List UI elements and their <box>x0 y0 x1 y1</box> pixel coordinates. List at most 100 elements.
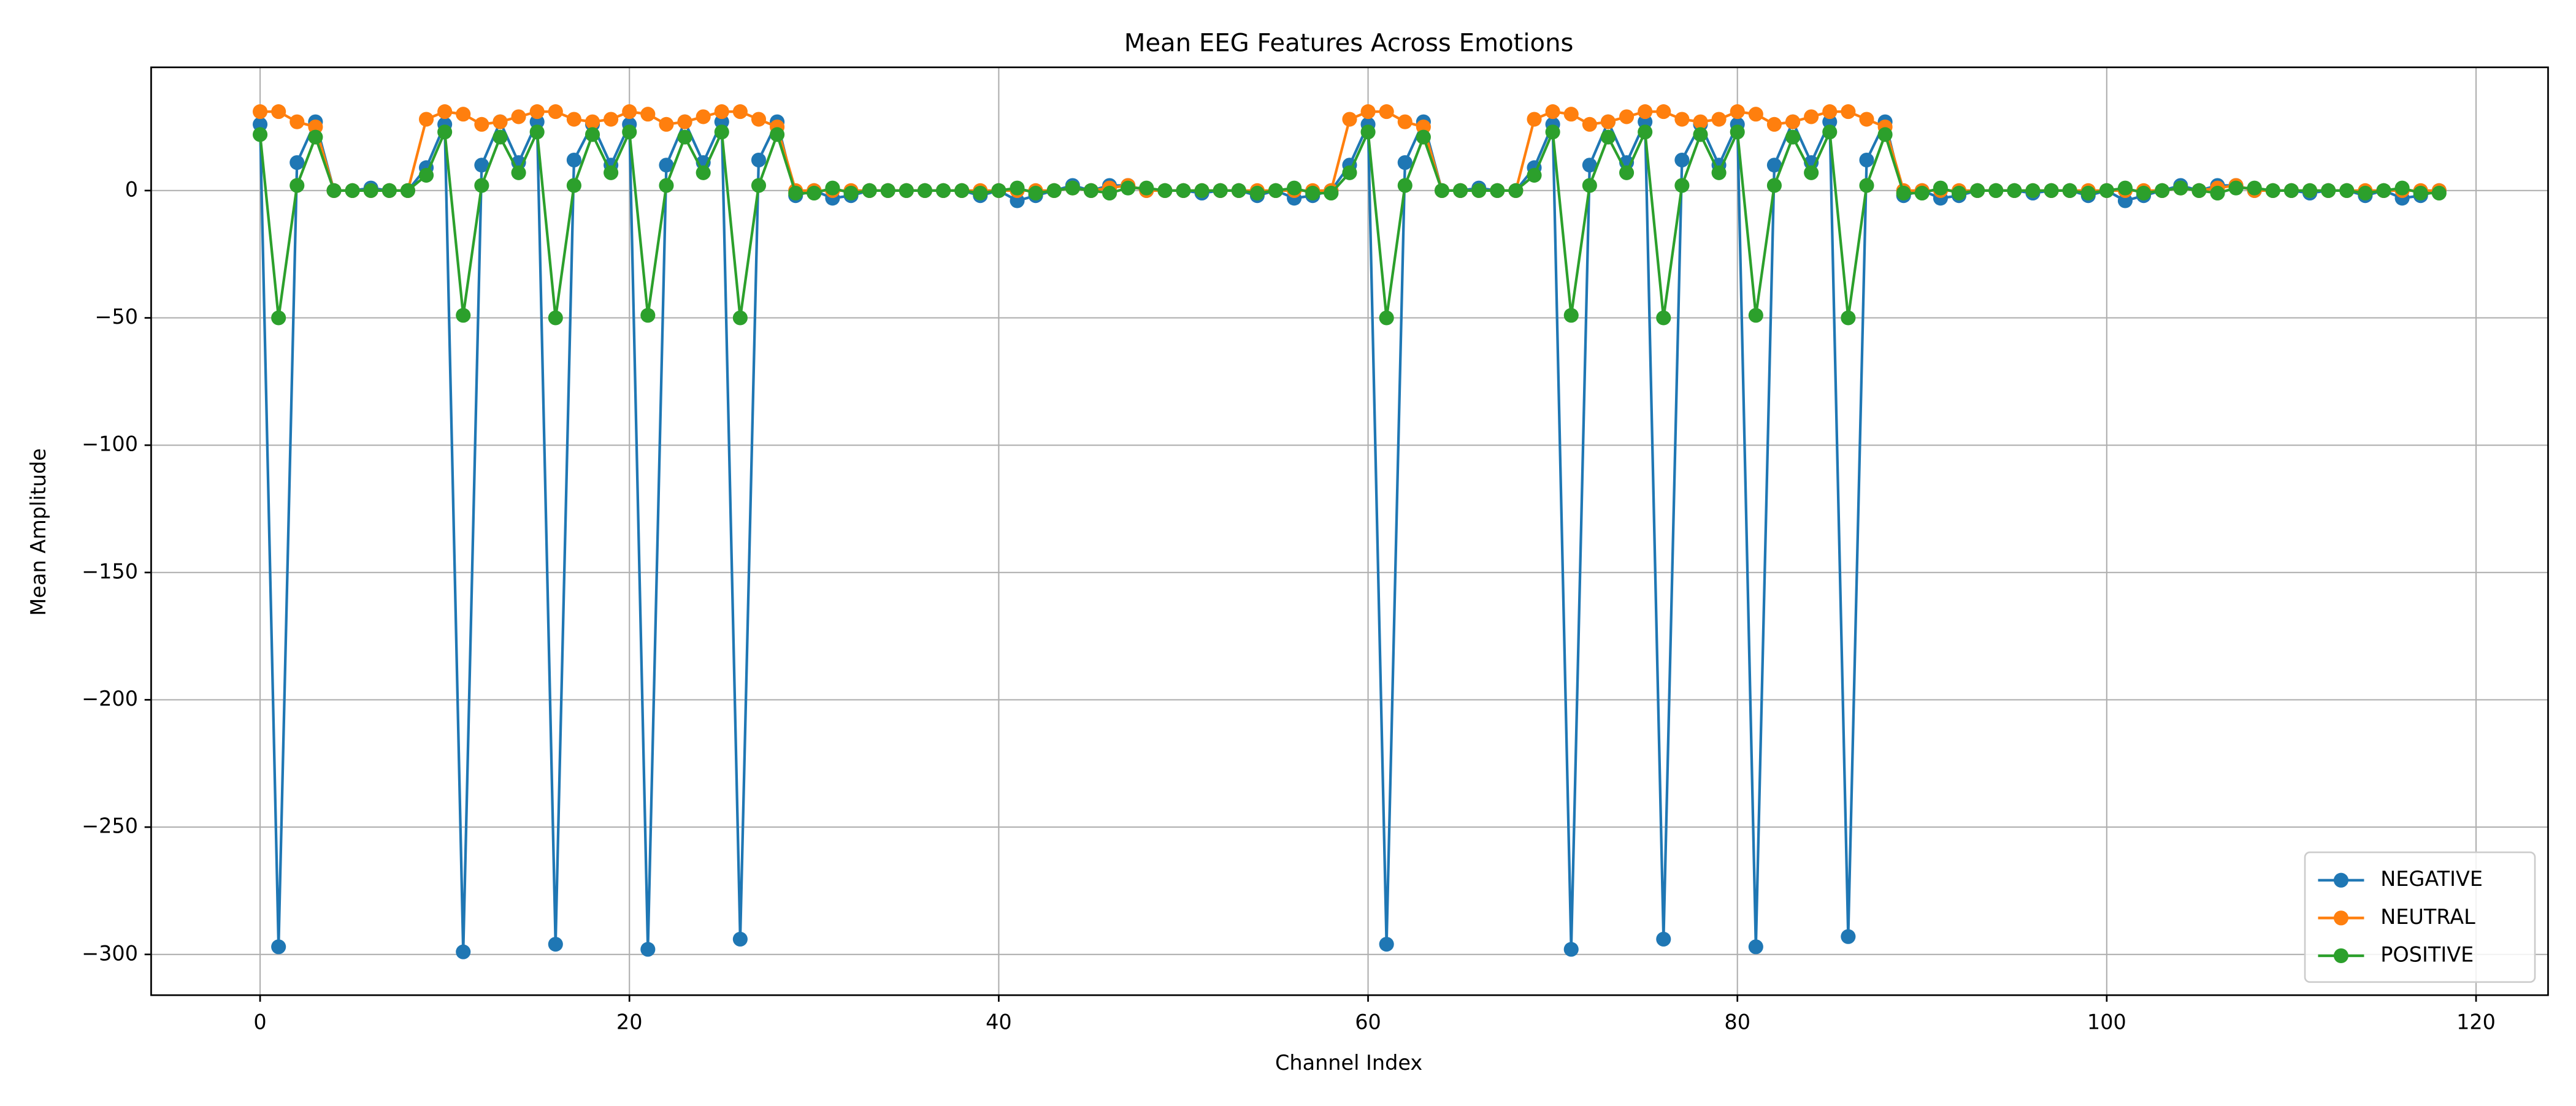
data-point <box>2321 183 2336 198</box>
data-point <box>677 114 692 129</box>
data-point <box>253 104 268 120</box>
data-point <box>2080 185 2096 201</box>
data-point <box>1638 124 1653 140</box>
data-point <box>1748 939 1763 955</box>
data-point <box>1490 183 1505 198</box>
x-tick-label: 60 <box>1355 1010 1381 1034</box>
data-point <box>1822 114 1838 129</box>
data-point <box>2025 183 2041 198</box>
data-point <box>1324 185 1339 201</box>
data-point <box>271 104 286 120</box>
data-point <box>880 183 895 198</box>
data-point <box>326 183 342 198</box>
data-point <box>585 114 600 129</box>
data-point <box>308 129 323 145</box>
data-point <box>1766 116 1782 132</box>
data-point <box>1693 127 1708 142</box>
y-tick-label: −250 <box>82 814 138 838</box>
data-point <box>1914 185 1930 201</box>
data-point <box>1010 180 1025 196</box>
data-point <box>271 939 286 955</box>
data-point <box>1268 183 1284 198</box>
data-point <box>843 185 859 201</box>
data-point <box>2155 183 2170 198</box>
x-tick-label: 100 <box>2087 1010 2126 1034</box>
data-point <box>1711 112 1727 127</box>
data-point <box>2302 183 2318 198</box>
data-point <box>732 310 748 326</box>
data-point <box>363 183 378 198</box>
data-point <box>1656 310 1671 326</box>
data-point <box>289 155 305 170</box>
data-point <box>271 310 286 326</box>
data-point <box>2044 183 2059 198</box>
x-tick-label: 20 <box>616 1010 643 1034</box>
data-point <box>1397 178 1413 193</box>
data-point <box>289 178 305 193</box>
data-point <box>1416 129 1431 145</box>
legend-marker <box>2333 948 2349 963</box>
data-point <box>732 931 748 947</box>
data-point <box>1360 124 1376 140</box>
data-point <box>2431 185 2447 201</box>
data-point <box>1102 185 1117 201</box>
data-point <box>474 178 489 193</box>
data-point <box>1785 114 1801 129</box>
data-point <box>1010 193 1025 208</box>
y-tick-label: −200 <box>82 687 138 711</box>
data-point <box>1822 104 1838 120</box>
data-point <box>751 178 767 193</box>
data-point <box>1877 127 1893 142</box>
data-point <box>1656 104 1671 120</box>
data-point <box>529 104 545 120</box>
data-point <box>640 942 656 957</box>
data-point <box>1563 308 1579 323</box>
data-point <box>1563 942 1579 957</box>
data-point <box>381 183 397 198</box>
data-point <box>1213 183 1228 198</box>
data-point <box>1342 165 1357 180</box>
legend-label: POSITIVE <box>2380 942 2474 966</box>
data-point <box>1046 183 1062 198</box>
data-point <box>751 152 767 168</box>
data-point <box>1933 180 1948 196</box>
data-point <box>1748 308 1763 323</box>
data-point <box>1508 183 1524 198</box>
data-point <box>253 127 268 142</box>
data-point <box>1619 165 1635 180</box>
data-point <box>622 124 637 140</box>
data-point <box>640 107 656 122</box>
data-point <box>1600 129 1616 145</box>
data-point <box>1249 185 1265 201</box>
data-point <box>862 183 877 198</box>
data-point <box>1582 116 1597 132</box>
data-point <box>1287 180 1302 196</box>
data-point <box>696 109 711 124</box>
data-point <box>991 183 1006 198</box>
data-point <box>2007 183 2022 198</box>
data-point <box>751 112 767 127</box>
data-point <box>1397 155 1413 170</box>
data-point <box>2413 185 2428 201</box>
data-point <box>418 112 434 127</box>
data-point <box>825 180 840 196</box>
data-point <box>732 104 748 120</box>
data-point <box>1028 185 1043 201</box>
data-point <box>253 116 268 132</box>
data-point <box>437 104 453 120</box>
data-point <box>1434 183 1450 198</box>
data-point <box>1600 114 1616 129</box>
data-point <box>1545 104 1560 120</box>
data-point <box>1379 937 1394 952</box>
data-point <box>2358 185 2373 201</box>
data-point <box>659 178 674 193</box>
data-point <box>1527 112 1542 127</box>
data-point <box>1859 152 1874 168</box>
data-point <box>1545 124 1560 140</box>
x-tick-label: 0 <box>253 1010 266 1034</box>
data-point <box>1342 112 1357 127</box>
legend-marker <box>2333 910 2349 926</box>
data-point <box>2228 180 2244 196</box>
data-point <box>2376 183 2391 198</box>
